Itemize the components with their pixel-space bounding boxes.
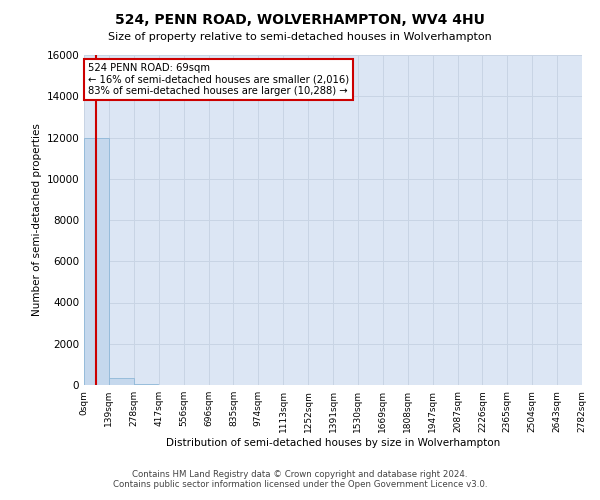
Bar — [84, 138, 109, 385]
Text: Contains HM Land Registry data © Crown copyright and database right 2024.
Contai: Contains HM Land Registry data © Crown c… — [113, 470, 487, 489]
Y-axis label: Number of semi-detached properties: Number of semi-detached properties — [32, 124, 42, 316]
Text: 524 PENN ROAD: 69sqm
← 16% of semi-detached houses are smaller (2,016)
83% of se: 524 PENN ROAD: 69sqm ← 16% of semi-detac… — [88, 63, 349, 96]
Bar — [109, 378, 134, 385]
X-axis label: Distribution of semi-detached houses by size in Wolverhampton: Distribution of semi-detached houses by … — [166, 438, 500, 448]
Bar — [134, 384, 158, 385]
Text: 524, PENN ROAD, WOLVERHAMPTON, WV4 4HU: 524, PENN ROAD, WOLVERHAMPTON, WV4 4HU — [115, 12, 485, 26]
Text: Size of property relative to semi-detached houses in Wolverhampton: Size of property relative to semi-detach… — [108, 32, 492, 42]
